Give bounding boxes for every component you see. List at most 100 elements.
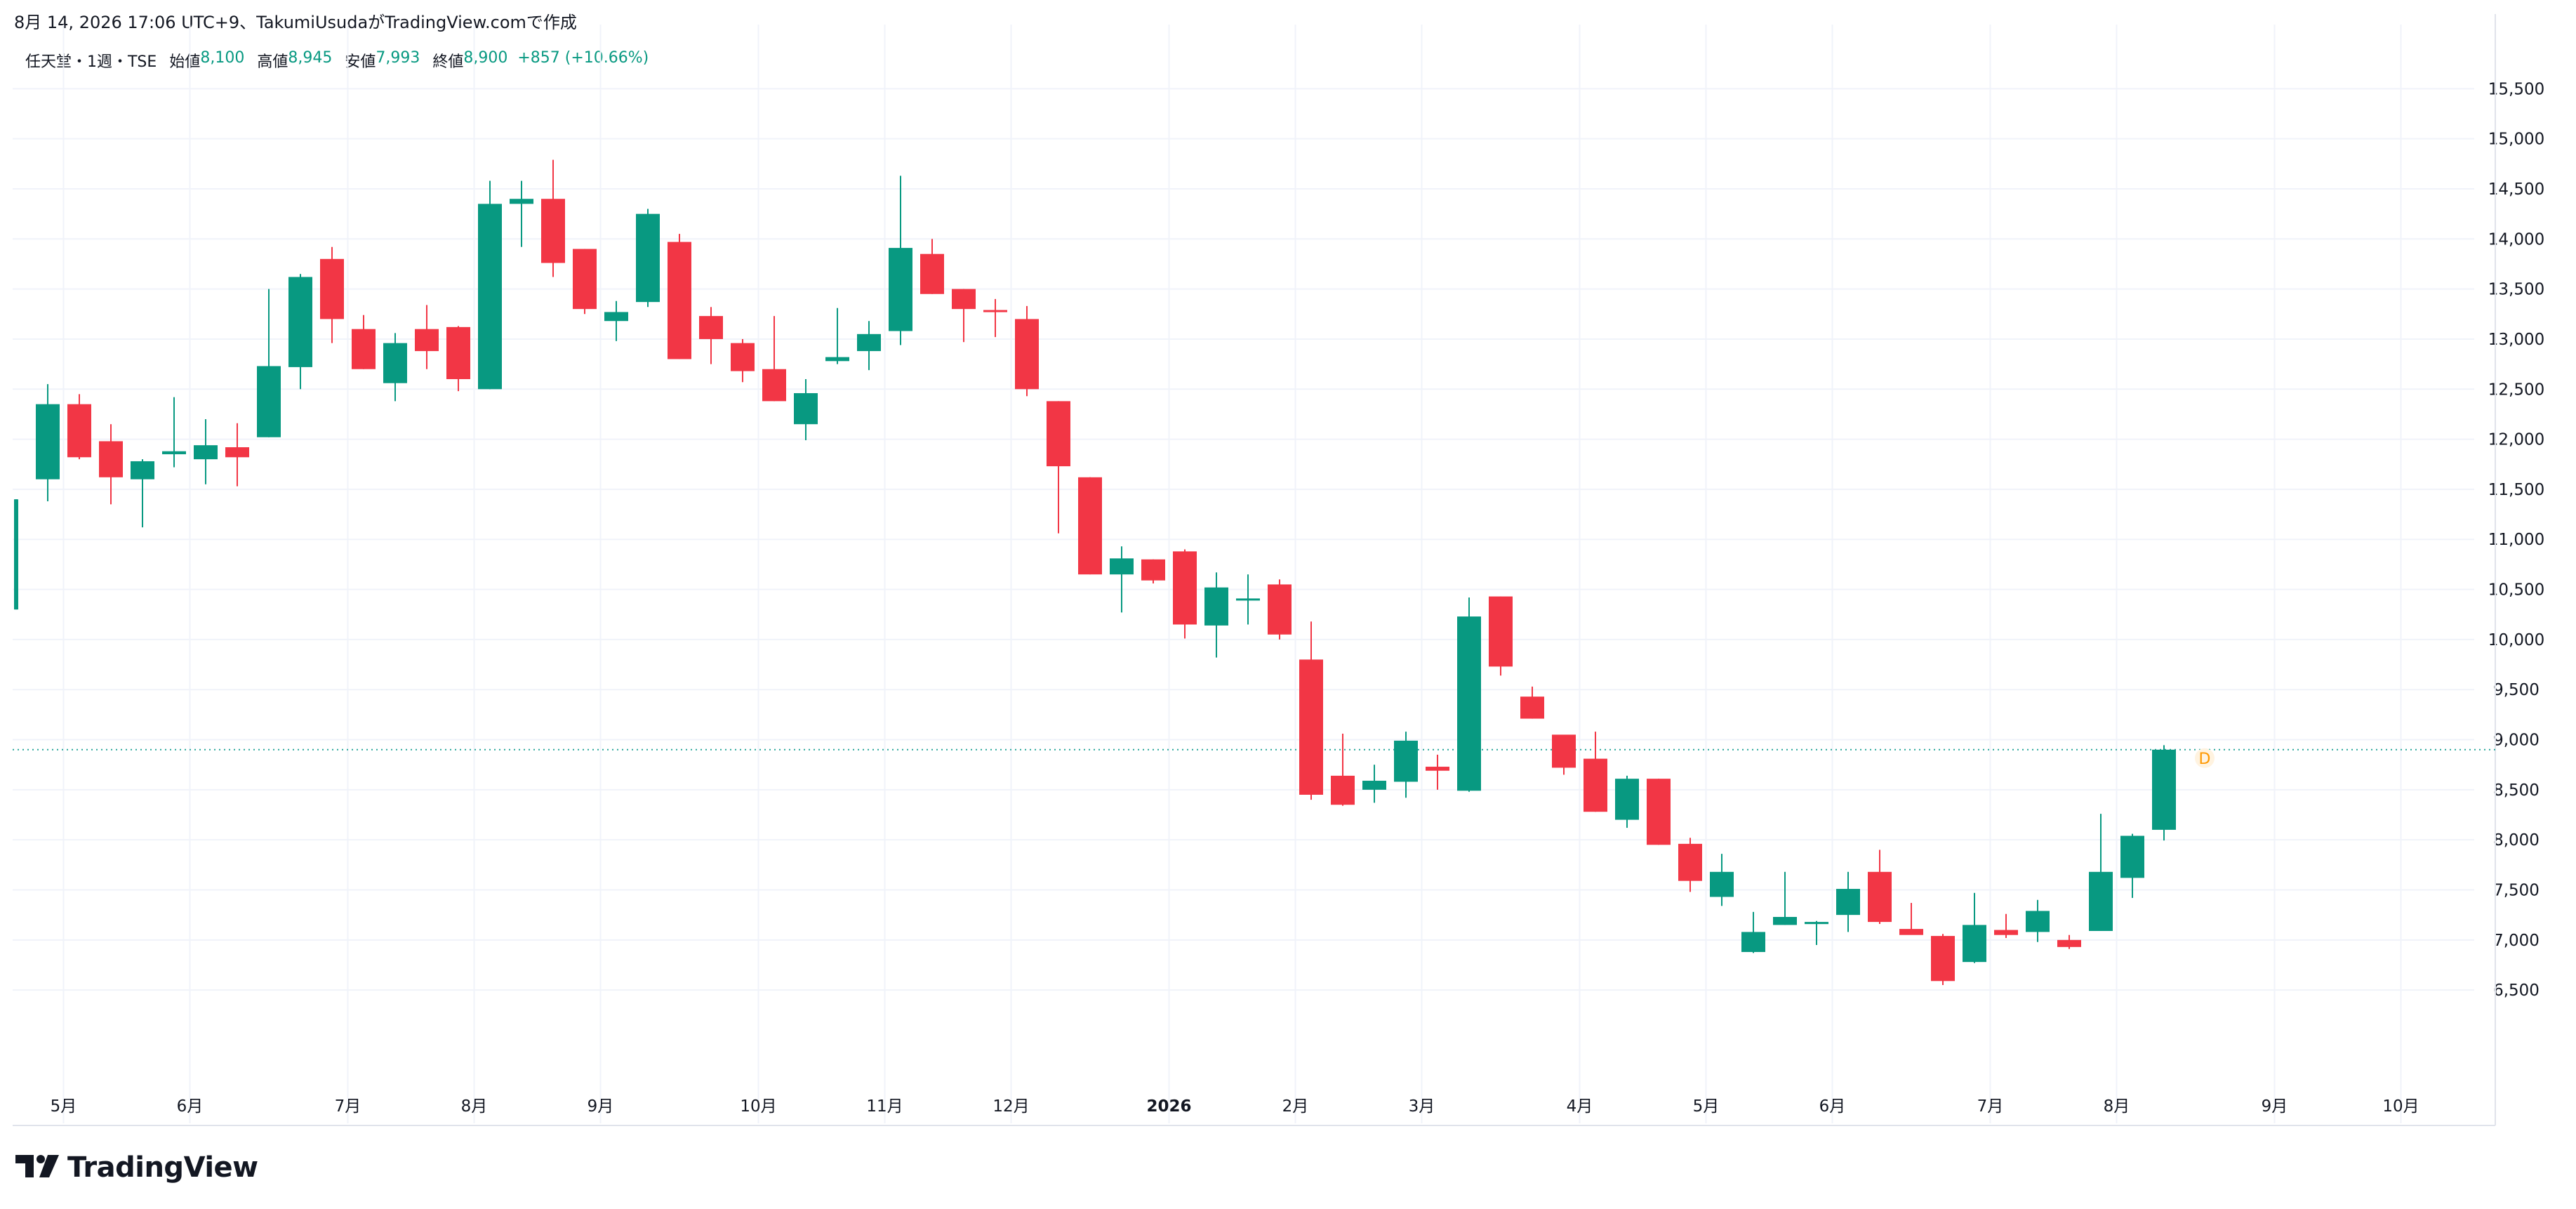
candle-body[interactable] [2152,749,2176,830]
candle-body[interactable] [1963,925,1986,963]
y-tick-label: 8,000 [2493,831,2540,850]
candle-body[interactable] [1110,558,1134,575]
candle-body[interactable] [857,333,881,352]
y-tick-label: 8,500 [2493,781,2540,800]
candle-body[interactable] [320,258,344,319]
candle-body[interactable] [1678,843,1702,881]
candle-body[interactable] [1615,779,1639,820]
candle-body[interactable] [2089,871,2113,931]
y-tick-label: 13,000 [2488,331,2544,349]
candle-body[interactable] [699,316,723,339]
tradingview-brand-text: TradingView [67,1151,258,1184]
x-tick-label: 9月 [587,1097,614,1116]
x-tick-label: 6月 [1819,1097,1846,1116]
candle-body[interactable] [1647,779,1671,845]
x-tick-label: 10月 [2382,1097,2419,1116]
candle-body[interactable] [731,343,755,371]
close-value: 8,900 [463,49,508,67]
candle-body[interactable] [825,357,849,362]
y-tick-label: 7,000 [2493,932,2540,950]
candle-body[interactable] [2026,911,2050,932]
low-label: 安値 [345,53,376,71]
candle-body[interactable] [1047,401,1070,467]
candle-body[interactable] [1868,871,1892,923]
candle-body[interactable] [510,199,533,204]
candle-body[interactable] [1015,319,1039,390]
candle-body[interactable] [352,329,376,369]
low-value: 7,993 [376,49,420,67]
candle-body[interactable] [99,441,123,477]
change-value: +857 (+10.66%) [517,49,649,67]
candle-body[interactable] [1899,929,1923,935]
x-tick-label: 3月 [1409,1097,1435,1116]
candle-body[interactable] [762,369,786,402]
candle-body[interactable] [288,277,312,367]
x-tick-label: 9月 [2262,1097,2288,1116]
candle-body[interactable] [1141,559,1165,581]
candle-body[interactable] [541,199,565,263]
candle-body[interactable] [1994,930,2018,935]
candle-body[interactable] [604,312,628,322]
candle-body[interactable] [2057,939,2081,947]
candle-body[interactable] [1394,740,1418,782]
candle-body[interactable] [1236,598,1260,601]
tradingview-logo[interactable]: TradingView [15,1151,258,1184]
close-label: 終値 [432,53,464,71]
candle-body[interactable] [2120,835,2144,878]
y-tick-label: 7,500 [2493,882,2540,900]
candle-body[interactable] [794,392,818,425]
candle-body[interactable] [1773,917,1797,925]
candle-body[interactable] [383,343,407,383]
candle-body[interactable] [225,447,249,458]
candle-body[interactable] [920,253,944,294]
candle-body[interactable] [36,404,60,480]
y-tick-label: 14,000 [2488,230,2544,249]
candle-body[interactable] [952,289,976,310]
candle-body[interactable] [1931,936,1955,982]
candle-body[interactable] [983,310,1007,312]
candle-body[interactable] [1741,932,1765,952]
candle-body[interactable] [1426,767,1449,771]
ohlc-legend: 任天堂・1週・TSE 始値 8,100 高値 8,945 安値 7,993 終値… [25,49,649,72]
dividend-marker[interactable] [2195,748,2215,768]
candle-body[interactable] [1520,696,1544,719]
candle-body[interactable] [1584,758,1607,812]
candle-body[interactable] [1268,584,1292,635]
candle-body[interactable] [415,329,439,352]
candle-body[interactable] [446,326,470,379]
candle-body[interactable] [1078,477,1102,575]
candle-body[interactable] [1836,889,1860,916]
candle-body[interactable] [1457,616,1481,791]
candle-body[interactable] [1299,659,1323,795]
candle-body[interactable] [636,213,660,303]
candle-body[interactable] [478,204,502,390]
candle-body[interactable] [1489,596,1513,667]
candle-body[interactable] [1552,734,1576,768]
candle-body[interactable] [1805,922,1828,925]
candle-body[interactable] [257,366,281,437]
y-tick-label: 6,500 [2493,982,2540,1000]
candle-body[interactable] [162,451,186,454]
candle-body[interactable] [573,249,597,310]
candle-body[interactable] [889,248,912,331]
candle-body[interactable] [668,242,691,359]
y-tick-label: 11,000 [2488,531,2544,549]
candle-body[interactable] [1331,775,1355,805]
candle-body[interactable] [67,404,91,458]
candle-body[interactable] [131,461,154,480]
candle-body[interactable] [1173,551,1197,625]
symbol-label[interactable]: 任天堂・1週・TSE [25,53,157,71]
candle-body[interactable] [14,499,18,610]
high-label: 高値 [257,53,288,71]
high-value: 8,945 [288,49,333,67]
x-tick-label: 2026 [1146,1097,1191,1116]
y-tick-label: 15,000 [2488,131,2544,149]
x-tick-label: 12月 [992,1097,1029,1116]
candle-body[interactable] [1204,587,1228,626]
y-tick-label: 9,500 [2493,681,2540,699]
candle-body[interactable] [194,445,218,460]
candle-body[interactable] [1362,781,1386,790]
x-tick-label: 8月 [2104,1097,2130,1116]
candle-body[interactable] [1710,871,1734,897]
